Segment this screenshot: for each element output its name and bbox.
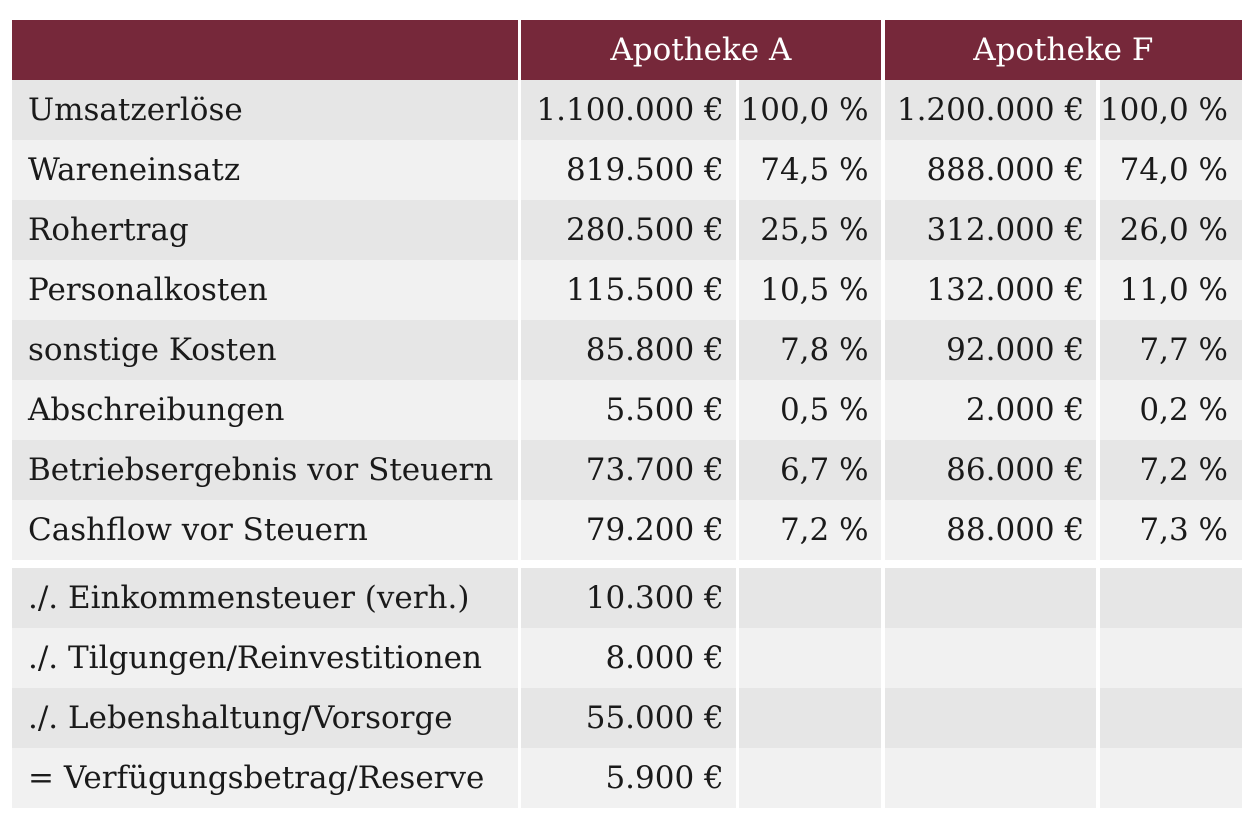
table-row: Rohertrag 280.500 € 25,5 % 312.000 € 26,… (12, 200, 1242, 260)
section-separator (12, 560, 1242, 568)
row-label: Cashflow vor Steuern (12, 500, 519, 560)
apotheke-a-value: 55.000 € (521, 688, 736, 748)
apotheke-f-percent: 0,2 % (1100, 380, 1242, 440)
apotheke-f-value: 132.000 € (884, 260, 1097, 320)
apotheke-a-value: 5.900 € (521, 748, 736, 808)
apotheke-a-percent: 6,7 % (738, 440, 881, 500)
empty-cell (738, 688, 881, 748)
apotheke-a-percent: 100,0 % (738, 80, 881, 140)
row-label: ./. Lebenshaltung/Vorsorge (12, 688, 519, 748)
apotheke-f-percent: 11,0 % (1100, 260, 1242, 320)
table-header: Apotheke A Apotheke F (12, 20, 1242, 80)
empty-cell (1100, 628, 1242, 688)
row-label: Rohertrag (12, 200, 519, 260)
apotheke-f-value: 1.200.000 € (884, 80, 1097, 140)
empty-cell (1100, 568, 1242, 628)
header-empty-cell (12, 20, 519, 80)
table-row: Cashflow vor Steuern 79.200 € 7,2 % 88.0… (12, 500, 1242, 560)
apotheke-a-percent: 0,5 % (738, 380, 881, 440)
table-row: ./. Lebenshaltung/Vorsorge 55.000 € (12, 688, 1242, 748)
apotheke-a-percent: 7,8 % (738, 320, 881, 380)
apotheke-f-value: 88.000 € (884, 500, 1097, 560)
row-label: = Verfügungsbetrag/Reserve (12, 748, 519, 808)
table-row: = Verfügungsbetrag/Reserve 5.900 € (12, 748, 1242, 808)
row-label: sonstige Kosten (12, 320, 519, 380)
apotheke-a-value: 79.200 € (521, 500, 736, 560)
empty-cell (884, 628, 1097, 688)
apotheke-a-value: 1.100.000 € (521, 80, 736, 140)
row-label: Wareneinsatz (12, 140, 519, 200)
apotheke-f-percent: 100,0 % (1100, 80, 1242, 140)
apotheke-f-value: 312.000 € (884, 200, 1097, 260)
apotheke-a-value: 115.500 € (521, 260, 736, 320)
empty-cell (738, 748, 881, 808)
apotheke-f-value: 2.000 € (884, 380, 1097, 440)
apotheke-f-percent: 7,2 % (1100, 440, 1242, 500)
apotheke-a-value: 85.800 € (521, 320, 736, 380)
apotheke-a-value: 819.500 € (521, 140, 736, 200)
apotheke-a-percent: 7,2 % (738, 500, 881, 560)
apotheke-f-value: 888.000 € (884, 140, 1097, 200)
row-label: Betriebsergebnis vor Steuern (12, 440, 519, 500)
empty-cell (884, 688, 1097, 748)
apotheke-f-percent: 74,0 % (1100, 140, 1242, 200)
empty-cell (1100, 688, 1242, 748)
row-label: ./. Tilgungen/Reinvestitionen (12, 628, 519, 688)
apotheke-a-percent: 25,5 % (738, 200, 881, 260)
row-label: ./. Einkommensteuer (verh.) (12, 568, 519, 628)
empty-cell (738, 628, 881, 688)
table-row: ./. Einkommensteuer (verh.) 10.300 € (12, 568, 1242, 628)
apotheke-f-percent: 7,3 % (1100, 500, 1242, 560)
row-label: Personalkosten (12, 260, 519, 320)
table-row: sonstige Kosten 85.800 € 7,8 % 92.000 € … (12, 320, 1242, 380)
header-apotheke-a: Apotheke A (521, 20, 881, 80)
empty-cell (884, 568, 1097, 628)
table-row: ./. Tilgungen/Reinvestitionen 8.000 € (12, 628, 1242, 688)
table-row: Abschreibungen 5.500 € 0,5 % 2.000 € 0,2… (12, 380, 1242, 440)
apotheke-f-value: 92.000 € (884, 320, 1097, 380)
apotheke-f-value: 86.000 € (884, 440, 1097, 500)
table-row: Umsatzerlöse 1.100.000 € 100,0 % 1.200.0… (12, 80, 1242, 140)
apotheke-a-percent: 74,5 % (738, 140, 881, 200)
apotheke-f-percent: 7,7 % (1100, 320, 1242, 380)
apotheke-f-percent: 26,0 % (1100, 200, 1242, 260)
apotheke-a-value: 73.700 € (521, 440, 736, 500)
empty-cell (1100, 748, 1242, 808)
apotheke-a-value: 8.000 € (521, 628, 736, 688)
row-label: Umsatzerlöse (12, 80, 519, 140)
comparison-table: Apotheke A Apotheke F Umsatzerlöse 1.100… (12, 20, 1242, 808)
apotheke-a-value: 280.500 € (521, 200, 736, 260)
apotheke-a-percent: 10,5 % (738, 260, 881, 320)
table-row: Wareneinsatz 819.500 € 74,5 % 888.000 € … (12, 140, 1242, 200)
table-row: Betriebsergebnis vor Steuern 73.700 € 6,… (12, 440, 1242, 500)
apotheke-a-value: 10.300 € (521, 568, 736, 628)
empty-cell (738, 568, 881, 628)
header-apotheke-f: Apotheke F (884, 20, 1242, 80)
row-label: Abschreibungen (12, 380, 519, 440)
apotheke-a-value: 5.500 € (521, 380, 736, 440)
table-row: Personalkosten 115.500 € 10,5 % 132.000 … (12, 260, 1242, 320)
empty-cell (884, 748, 1097, 808)
